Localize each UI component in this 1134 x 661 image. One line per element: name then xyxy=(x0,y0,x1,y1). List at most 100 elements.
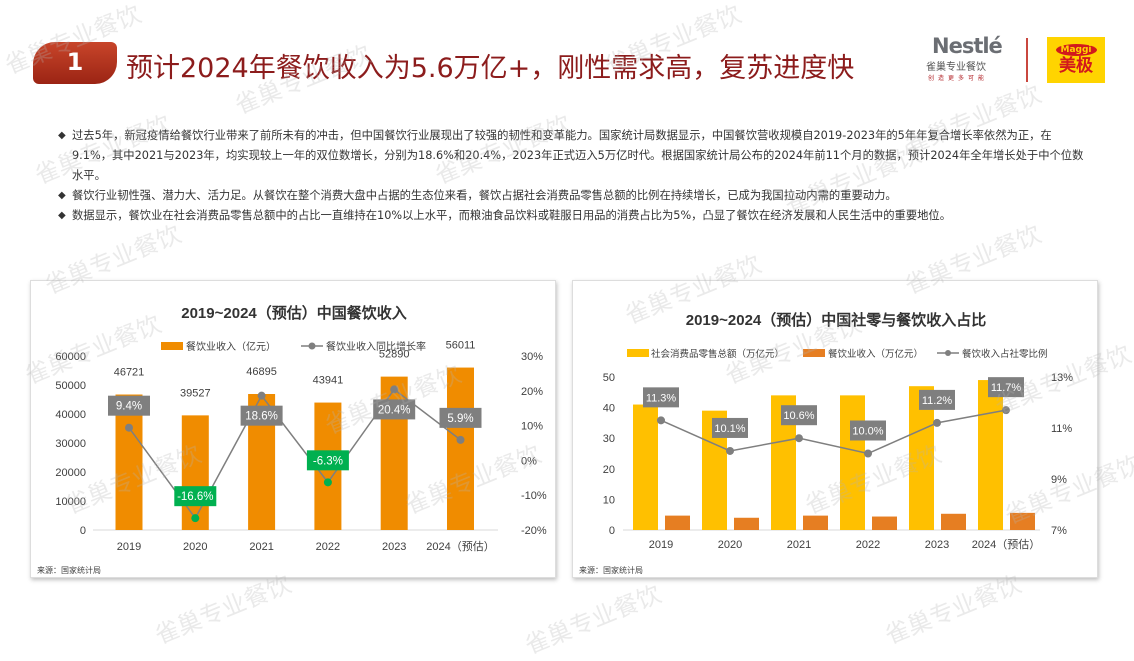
growth-point xyxy=(323,478,332,487)
bar-data-label: 46895 xyxy=(246,366,277,378)
bar xyxy=(181,415,209,530)
bar-data-label: 39527 xyxy=(180,387,211,399)
y-tick-label: 50 xyxy=(603,372,615,384)
y-tick-label: 30 xyxy=(603,433,615,445)
share-point xyxy=(657,416,665,425)
y2-tick-label: 0% xyxy=(521,455,537,467)
share-point xyxy=(726,446,734,455)
x-tick-label: 2019 xyxy=(649,539,673,551)
chart-title: 2019~2024（预估）中国社零与餐饮收入占比 xyxy=(686,311,987,329)
share-line xyxy=(660,409,1007,455)
nestle-wordmark: Nestlé xyxy=(932,34,1003,58)
nestle-slogan: 创造更多可能 xyxy=(928,75,989,82)
bullet-list: 过去5年，新冠疫情给餐饮行业带来了前所未有的冲击，但中国餐饮行业展现出了较强的韧… xyxy=(58,126,1090,226)
y2-tick-label: 30% xyxy=(521,351,543,363)
legend-bar-label: 餐饮业收入（亿元） xyxy=(186,340,276,353)
growth-label-box xyxy=(373,399,416,420)
bar-data-label: 46721 xyxy=(114,367,145,379)
legend-bar-swatch xyxy=(161,342,183,350)
growth-point xyxy=(456,435,465,444)
legend-line-label: 餐饮业收入同比增长率 xyxy=(326,340,426,353)
growth-point xyxy=(257,391,266,400)
share-point xyxy=(933,418,941,427)
growth-label-box xyxy=(108,395,150,416)
chart-source: 来源：国家统计局 xyxy=(37,565,101,575)
share-data-label: 10.0% xyxy=(852,426,883,438)
logo-divider xyxy=(1026,38,1028,82)
y2-tick-label: 13% xyxy=(1051,372,1073,384)
share-data-label: 11.3% xyxy=(646,392,677,404)
bullet-item: 数据显示，餐饮业在社会消费品零售总额中的占比一直维持在10%以上水平，而粮油食品… xyxy=(58,206,1090,226)
y2-tick-label: 11% xyxy=(1051,423,1072,435)
growth-label-box xyxy=(439,407,482,428)
y-tick-label: 40000 xyxy=(55,409,86,421)
x-tick-label: 2023 xyxy=(925,539,949,551)
retail-bar xyxy=(978,380,1003,530)
x-tick-label: 2024（预估） xyxy=(426,540,494,553)
share-data-label: 10.1% xyxy=(714,423,745,435)
x-tick-label: 2023 xyxy=(382,541,406,553)
share-point xyxy=(864,449,872,458)
bullet-item: 餐饮行业韧性强、潜力大、活力足。从餐饮在整个消费大盘中占据的生态位来看，餐饮占据… xyxy=(58,186,1090,206)
share-data-label: 11.7% xyxy=(991,382,1022,394)
nestle-logo: Nestlé 雀巢专业餐饮 创造更多可能 xyxy=(926,34,1008,86)
y2-tick-label: 7% xyxy=(1051,525,1067,537)
bar-data-label: 52890 xyxy=(379,349,410,361)
growth-data-label: 20.4% xyxy=(378,404,411,416)
growth-data-label: -16.6% xyxy=(177,491,213,503)
catering-bar xyxy=(803,515,828,530)
legend-line-marker xyxy=(945,350,951,356)
x-tick-label: 2021 xyxy=(249,541,273,553)
y2-tick-label: 9% xyxy=(1051,474,1067,486)
share-label-box xyxy=(643,387,679,408)
legend-line-label: 餐饮收入占社零比例 xyxy=(962,348,1048,360)
y2-tick-label: 20% xyxy=(521,386,543,398)
legend-catering-swatch xyxy=(803,349,825,357)
share-label-box xyxy=(919,389,955,410)
growth-data-label: 9.4% xyxy=(116,401,142,413)
y-tick-label: 40 xyxy=(603,403,615,415)
legend-retail-label: 社会消费品零售总额（万亿元） xyxy=(651,348,784,360)
chart-panel-retail-share: 2019~2024（预估）中国社零与餐饮收入占比社会消费品零售总额（万亿元） 餐饮… xyxy=(572,280,1098,578)
bar xyxy=(447,367,474,530)
y-tick-label: 10 xyxy=(603,494,615,506)
chart-panel-catering-revenue: 2019~2024（预估）中国餐饮收入 餐饮业收入（亿元） 餐饮业收入同比增长率 0 1… xyxy=(30,280,556,578)
growth-label-box xyxy=(306,450,349,471)
section-number-badge: 1 xyxy=(33,42,117,84)
x-tick-label: 2022 xyxy=(856,539,880,551)
bar-data-label: 43941 xyxy=(313,375,344,387)
legend-catering-label: 餐饮业收入（万亿元） xyxy=(828,348,923,360)
share-point xyxy=(795,434,803,443)
y-tick-label: 20 xyxy=(603,464,615,476)
catering-bar xyxy=(734,517,759,530)
catering-bar xyxy=(1010,512,1035,530)
share-label-box xyxy=(988,377,1024,398)
maggi-cn: 美极 xyxy=(1059,56,1093,76)
x-tick-label: 2024（预估） xyxy=(972,538,1040,551)
y-tick-label: 50000 xyxy=(55,380,86,392)
bullet-item: 过去5年，新冠疫情给餐饮行业带来了前所未有的冲击，但中国餐饮行业展现出了较强的韧… xyxy=(58,126,1090,186)
catering-bar xyxy=(872,516,897,530)
bar xyxy=(115,394,143,530)
growth-point xyxy=(191,514,200,523)
growth-data-label: 5.9% xyxy=(447,413,473,425)
page-title: 预计2024年餐饮收入为5.6万亿+，刚性需求高，复苏进度快 xyxy=(126,53,855,84)
share-point xyxy=(1002,406,1010,415)
y2-tick-label: -20% xyxy=(521,525,547,537)
bar-data-label: 56011 xyxy=(446,340,476,352)
share-data-label: 11.2% xyxy=(922,395,953,407)
y-tick-label: 30000 xyxy=(55,438,86,450)
chart-title: 2019~2024（预估）中国餐饮收入 xyxy=(181,304,407,322)
chart-source: 来源：国家统计局 xyxy=(579,565,643,575)
x-tick-label: 2020 xyxy=(718,539,742,551)
retail-bar xyxy=(909,386,934,530)
catering-bar xyxy=(941,513,966,530)
growth-data-label: -6.3% xyxy=(313,455,343,467)
y-tick-label: 0 xyxy=(80,525,86,537)
y-tick-label: 60000 xyxy=(55,351,86,363)
growth-label-box xyxy=(240,405,283,426)
share-label-box xyxy=(781,405,817,426)
catering-bar xyxy=(665,515,690,530)
